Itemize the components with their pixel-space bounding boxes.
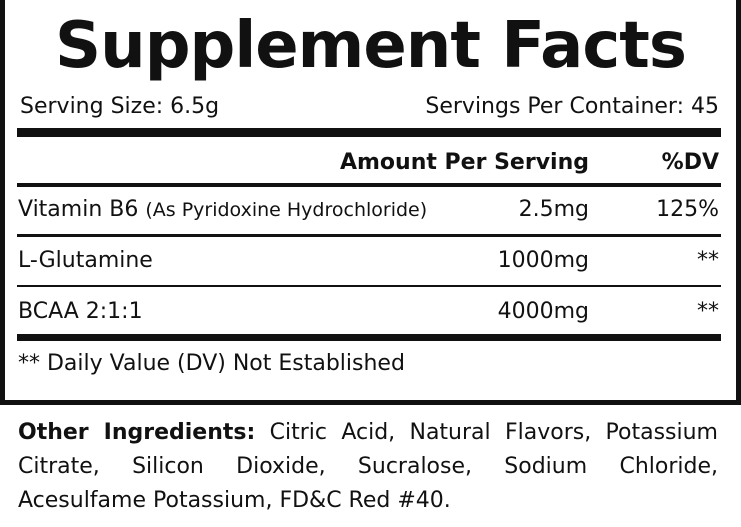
nutrient-amount: 1000mg	[497, 248, 589, 273]
thick-divider	[17, 334, 721, 341]
servings-per-container: Servings Per Container: 45	[425, 94, 719, 119]
nutrient-detail: (As Pyridoxine Hydrochloride)	[145, 199, 428, 221]
serving-size: Serving Size: 6.5g	[20, 94, 220, 119]
divider	[17, 285, 721, 287]
nutrient-dv: 125%	[656, 197, 719, 222]
nutrient-name: L-Glutamine	[18, 248, 153, 273]
amount-per-serving-header: Amount Per Serving	[339, 150, 589, 175]
divider	[17, 234, 721, 237]
nutrient-name: BCAA 2:1:1	[18, 299, 143, 324]
panel-title: Supplement Facts	[55, 9, 687, 83]
nutrient-dv: **	[697, 248, 719, 273]
other-ingredients: Other Ingredients: Citric Acid, Natural …	[18, 416, 718, 518]
footnote: ** Daily Value (DV) Not Established	[18, 351, 405, 376]
other-ingredients-label: Other Ingredients:	[18, 420, 256, 445]
other-ingredients-text: Citric Acid, Natural Flavors, Potassium …	[18, 420, 718, 513]
thick-divider	[17, 128, 721, 137]
table-row-name: Vitamin B6 (As Pyridoxine Hydrochloride)	[18, 197, 427, 223]
nutrient-dv: **	[697, 299, 719, 324]
nutrient-name: Vitamin B6	[18, 197, 139, 222]
divider	[17, 183, 721, 187]
dv-header: %DV	[661, 150, 719, 175]
nutrient-amount: 4000mg	[497, 299, 589, 324]
supplement-facts-panel	[0, 0, 741, 405]
nutrient-amount: 2.5mg	[518, 197, 589, 222]
